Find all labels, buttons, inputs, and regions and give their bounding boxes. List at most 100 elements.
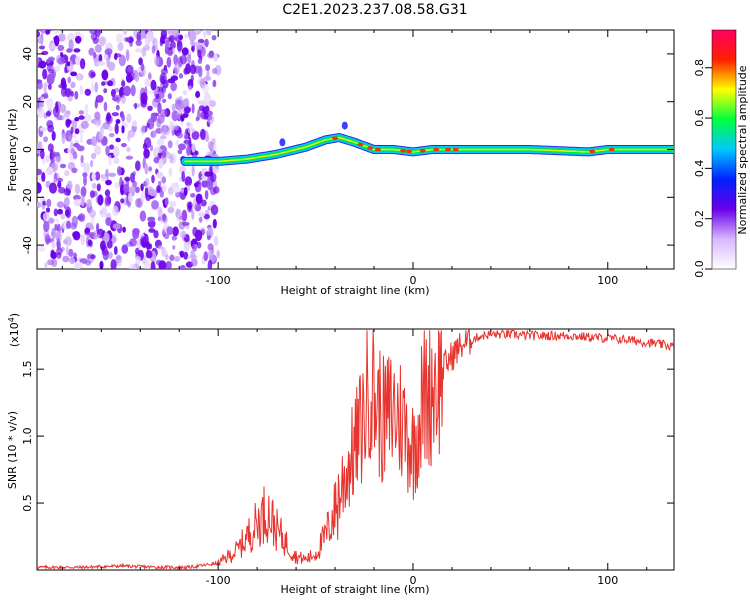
spectrogram-noise-blob <box>101 249 109 256</box>
spectrogram-noise-blob <box>179 188 186 193</box>
spectrogram-ylabel: Frequency (Hz) <box>6 109 19 192</box>
spectrogram-noise-blob <box>78 115 85 120</box>
spectrogram-noise-blob <box>169 154 174 164</box>
spectrogram-noise-blob <box>185 63 191 75</box>
spectrogram-ytick-label: 20 <box>21 95 34 109</box>
spectrogram-noise-blob <box>198 105 205 112</box>
spectrogram-noise-blob <box>38 245 45 252</box>
spectrogram-noise-blob <box>121 125 125 134</box>
spectrogram-noise-blob <box>70 147 76 156</box>
spectrogram-noise-blob <box>169 120 175 132</box>
spectrogram-noise-blob <box>201 180 209 188</box>
spectrogram-noise-blob <box>130 172 135 183</box>
spectrogram-noise-blob <box>191 164 195 177</box>
spectrogram-noise-blob <box>69 222 78 230</box>
spectrogram-noise-blob <box>43 136 49 143</box>
spectrogram-noise-blob <box>80 233 86 244</box>
spectrogram-noise-blob <box>58 33 66 42</box>
spectrogram-noise-blob <box>147 90 156 95</box>
spectrogram-noise-blob <box>115 254 122 264</box>
spectrogram-noise-blob <box>167 140 173 149</box>
spectrogram-noise-blob <box>121 113 125 122</box>
spectrogram-noise-blob <box>145 250 153 259</box>
spectrogram-noise-blob <box>99 260 104 269</box>
spectrogram-noise-blob <box>126 113 132 124</box>
snr-ticks: -100 0 100 0.5 1.0 1.5 <box>21 329 674 587</box>
snr-ytick-label: 0.5 <box>21 494 34 512</box>
spectrogram-noise-blob <box>147 219 156 228</box>
spectrogram-noise-blob <box>166 226 174 236</box>
spectrogram-noise-blob <box>56 241 61 250</box>
spectrogram-noise-blob <box>127 65 134 73</box>
spectrogram-noise-blob <box>200 46 206 57</box>
spectrogram-noise-blob <box>190 193 196 198</box>
spectrogram-noise-blob <box>84 88 92 96</box>
spectrogram-noise-blob <box>184 33 188 40</box>
spectrogram-noise-blob <box>125 49 130 62</box>
spectrogram-noise-blob <box>99 36 106 47</box>
spectrogram-noise-blob <box>177 149 183 155</box>
spectrogram-noise-blob <box>47 124 55 133</box>
spectrogram-noise-blob <box>47 68 55 74</box>
spectrogram-noise-blob <box>40 149 45 160</box>
spectrogram-ticks: -100 0 100 -40 -20 0 20 40 <box>21 30 674 287</box>
spectrogram-noise-blob <box>204 38 209 48</box>
snr-ytick-label: 1.0 <box>21 427 34 445</box>
spectrogram-noise-blob <box>106 239 113 249</box>
spectrogram-noise-blob <box>80 154 84 164</box>
spectrogram-noise-blob <box>63 188 71 196</box>
spectrogram-noise-blob <box>134 71 140 83</box>
spectrogram-noise-blob <box>179 264 186 269</box>
spectrogram-noise-blob <box>100 240 106 251</box>
spectrogram-noise-blob <box>104 195 112 207</box>
spectrogram-noise-blob <box>42 212 51 222</box>
spectrogram-noise-blob <box>67 76 71 84</box>
spectrogram-hotspot <box>589 149 596 154</box>
spectrogram-xtick-label: 0 <box>409 274 416 287</box>
spectrogram-noise-blob <box>63 239 68 245</box>
spectrogram-noise-blob <box>191 209 195 220</box>
spectrogram-noise-blob <box>179 251 184 258</box>
spectrogram-noise-blob <box>73 198 82 207</box>
spectrogram-noise-blob <box>187 124 193 134</box>
spectrogram-noise-blob <box>196 241 202 249</box>
spectrogram-noise-blob <box>211 35 217 41</box>
spectrogram-noise-blob <box>93 117 97 126</box>
spectrogram-noise-blob <box>148 166 152 172</box>
spectrogram-noise-blob <box>82 172 88 178</box>
spectrogram-noise-blob <box>49 182 57 194</box>
spectrogram-noise-blob <box>172 245 176 250</box>
spectrogram-noise-blob <box>75 35 82 44</box>
spectrogram-noise-blob <box>79 58 86 70</box>
spectrogram-noise-blob <box>73 48 81 53</box>
spectrogram-noise-blob <box>87 254 91 260</box>
spectrogram-hotspot <box>374 147 381 152</box>
spectrogram-noise-blob <box>144 163 149 175</box>
spectrogram-noise-blob <box>135 247 140 255</box>
spectrogram-noise-blob <box>67 180 73 191</box>
spectrogram-noise-blob <box>45 110 52 117</box>
spectrogram-noise-blob <box>43 82 47 94</box>
spectrogram-noise-blob <box>121 80 126 87</box>
spectrogram-noise-blob <box>195 90 201 99</box>
spectrogram-noise-blob <box>83 162 91 173</box>
spectrogram-noise-blob <box>151 200 159 210</box>
snr-ytick-label: 1.5 <box>21 360 34 378</box>
spectrogram-noise-blob <box>96 183 101 192</box>
spectrogram-noise-blob <box>88 47 95 56</box>
spectrogram-noise-blob <box>212 79 217 88</box>
spectrogram-noise-blob <box>114 122 119 135</box>
spectrogram-noise-blob <box>66 220 71 229</box>
spectrogram-noise-blob <box>210 204 219 216</box>
spectrogram-noise-blob <box>172 226 179 237</box>
spectrogram-noise-blob <box>108 172 117 177</box>
spectrogram-ytick-label: -40 <box>21 236 34 254</box>
colorbar-gradient <box>711 29 737 270</box>
spectrogram-noise-blob <box>168 200 177 208</box>
spectrogram-noise-blob <box>198 212 206 217</box>
spectrogram-noise-blob <box>160 68 169 75</box>
spectrogram-noise-blob <box>157 102 162 115</box>
spectrogram-noise-blob <box>65 246 69 256</box>
spectrogram-noise-blob <box>89 209 96 218</box>
